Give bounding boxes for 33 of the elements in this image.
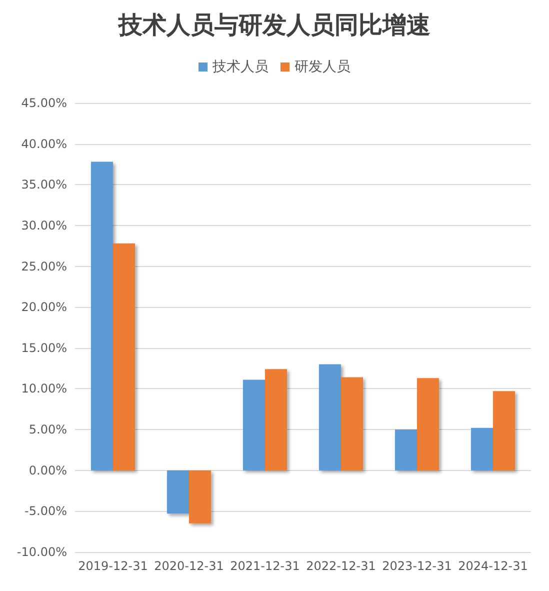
chart-title: 技术人员与研发人员同比增速 <box>118 11 430 39</box>
bar <box>242 380 265 470</box>
y-tick-label: -5.00% <box>24 504 67 518</box>
y-tick-label: 40.00% <box>21 136 67 151</box>
bar <box>166 470 189 514</box>
x-tick-label: 2020-12-31 <box>154 559 224 573</box>
legend-label: 技术人员 <box>212 59 268 75</box>
legend-label: 研发人员 <box>294 59 350 75</box>
bar <box>341 377 364 470</box>
bar <box>470 428 493 470</box>
y-tick-label: 45.00% <box>21 96 67 110</box>
bar <box>113 243 136 470</box>
y-tick-label: 10.00% <box>21 382 67 396</box>
bar <box>493 391 516 470</box>
x-tick-label: 2022-12-31 <box>306 559 376 573</box>
x-tick-label: 2023-12-31 <box>382 559 452 573</box>
y-tick-label: 15.00% <box>21 340 67 355</box>
x-tick-label: 2021-12-31 <box>230 559 300 573</box>
y-tick-label: 5.00% <box>28 422 67 437</box>
bar <box>90 162 113 470</box>
bar <box>189 470 212 524</box>
bar <box>265 369 288 470</box>
bar <box>394 430 417 470</box>
y-tick-label: 35.00% <box>21 178 67 192</box>
y-tick-label: 20.00% <box>21 300 67 314</box>
y-tick-label: 0.00% <box>28 463 67 478</box>
y-tick-label: 30.00% <box>21 218 67 232</box>
x-tick-label: 2019-12-31 <box>78 559 148 573</box>
bar <box>318 364 341 470</box>
x-tick-label: 2024-12-31 <box>458 559 528 573</box>
y-tick-label: 25.00% <box>21 259 67 274</box>
y-tick-label: -10.00% <box>16 545 67 559</box>
bar <box>417 378 440 470</box>
